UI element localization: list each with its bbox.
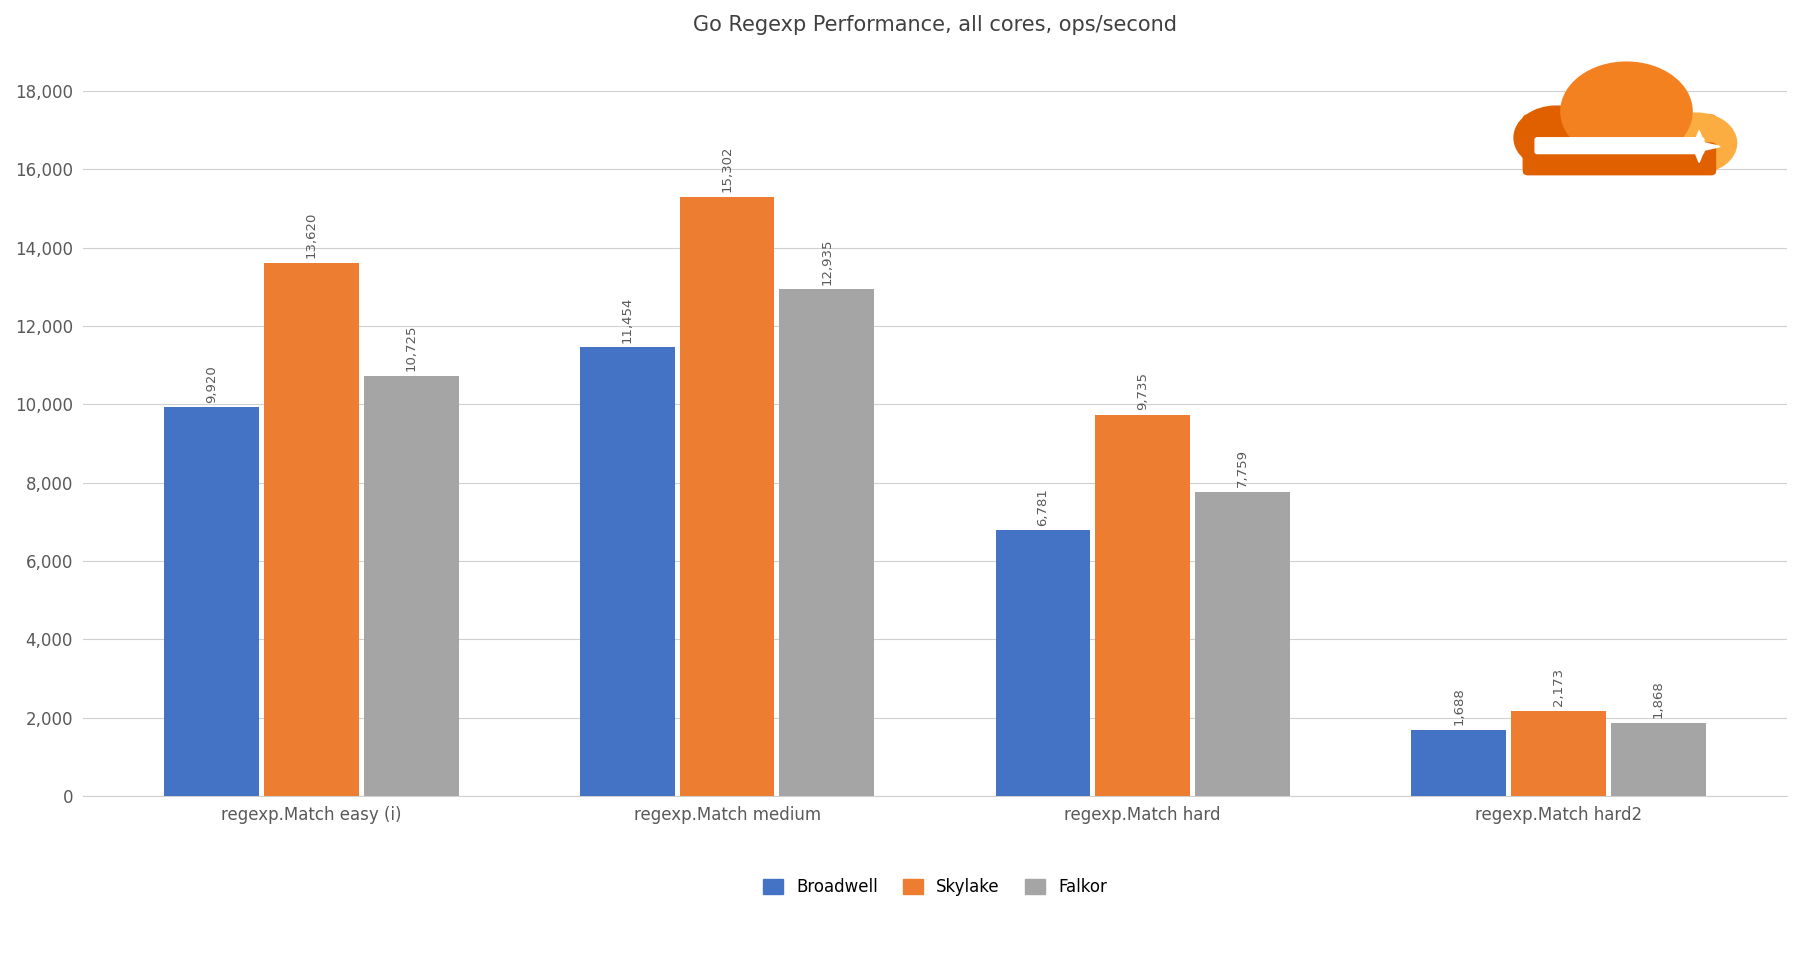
Text: 2,173: 2,173	[1552, 668, 1564, 706]
Bar	[679, 196, 775, 796]
Bar	[1611, 723, 1705, 796]
Bar	[265, 263, 359, 796]
Legend: Broadwell, Skylake, Falkor: Broadwell, Skylake, Falkor	[757, 871, 1114, 903]
Polygon shape	[1678, 131, 1721, 162]
Text: 6,781: 6,781	[1036, 488, 1049, 526]
Text: 9,920: 9,920	[205, 365, 218, 403]
Text: 15,302: 15,302	[721, 146, 733, 191]
FancyBboxPatch shape	[1523, 143, 1716, 175]
FancyBboxPatch shape	[1523, 115, 1716, 171]
Bar	[1195, 492, 1290, 796]
Text: 1,688: 1,688	[1452, 688, 1465, 725]
Bar	[580, 348, 674, 796]
Bar	[1512, 711, 1606, 796]
Bar	[1096, 414, 1189, 796]
Bar	[780, 289, 874, 796]
Text: 1,868: 1,868	[1652, 680, 1665, 718]
Text: 7,759: 7,759	[1236, 449, 1249, 488]
Bar	[364, 376, 458, 796]
Bar	[164, 407, 259, 796]
Text: 9,735: 9,735	[1137, 372, 1150, 410]
Text: 11,454: 11,454	[622, 296, 634, 343]
FancyBboxPatch shape	[1535, 138, 1705, 153]
Bar	[1411, 730, 1506, 796]
Bar	[997, 531, 1090, 796]
Text: 13,620: 13,620	[305, 211, 317, 258]
Circle shape	[1658, 113, 1737, 173]
Text: 10,725: 10,725	[405, 324, 418, 371]
Circle shape	[1561, 63, 1692, 160]
Title: Go Regexp Performance, all cores, ops/second: Go Regexp Performance, all cores, ops/se…	[694, 15, 1177, 35]
Text: 12,935: 12,935	[820, 238, 833, 284]
Circle shape	[1514, 106, 1598, 169]
